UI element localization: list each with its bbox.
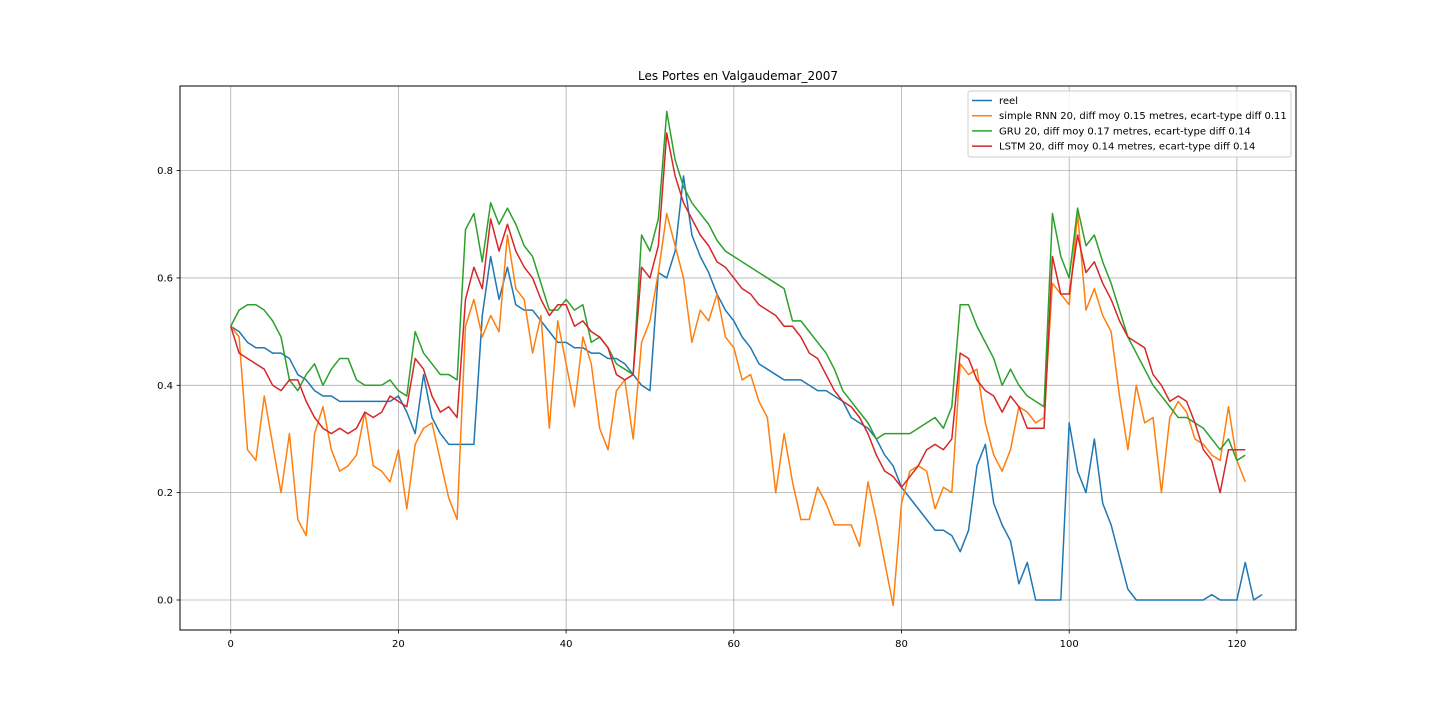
y-tick-label: 0.0 bbox=[157, 595, 173, 606]
x-tick-label: 80 bbox=[895, 639, 908, 650]
x-tick-label: 20 bbox=[392, 639, 405, 650]
legend-label: GRU 20, diff moy 0.17 metres, ecart-type… bbox=[999, 126, 1251, 137]
x-tick-label: 120 bbox=[1227, 639, 1246, 650]
legend-label: LSTM 20, diff moy 0.14 metres, ecart-typ… bbox=[999, 142, 1255, 153]
x-tick-label: 60 bbox=[727, 639, 740, 650]
axes: 0 20 40 60 80 100 120 0.0 0.2 0.4 0.6 0.8 bbox=[157, 166, 1246, 650]
x-tick-label: 0 bbox=[228, 639, 234, 650]
series-line-3 bbox=[230, 132, 1246, 494]
grid bbox=[180, 86, 1296, 630]
x-tick-label: 100 bbox=[1060, 639, 1079, 650]
y-tick-label: 0.8 bbox=[157, 166, 173, 177]
y-tick-label: 0.4 bbox=[157, 381, 173, 392]
y-tick-label: 0.6 bbox=[157, 273, 173, 284]
legend-box bbox=[967, 90, 1292, 158]
chart-title: Les Portes en Valgaudemar_2007 bbox=[638, 69, 838, 83]
legend-label: reel bbox=[999, 96, 1018, 107]
plot-frame bbox=[179, 85, 1297, 631]
x-tick-label: 40 bbox=[560, 639, 573, 650]
series-line-1 bbox=[230, 212, 1246, 607]
series-lines bbox=[230, 110, 1263, 607]
legend-label: simple RNN 20, diff moy 0.15 metres, eca… bbox=[999, 111, 1287, 122]
legend: reel simple RNN 20, diff moy 0.15 metres,… bbox=[967, 90, 1292, 158]
y-tick-label: 0.2 bbox=[157, 488, 173, 499]
series-line-2 bbox=[230, 110, 1246, 462]
